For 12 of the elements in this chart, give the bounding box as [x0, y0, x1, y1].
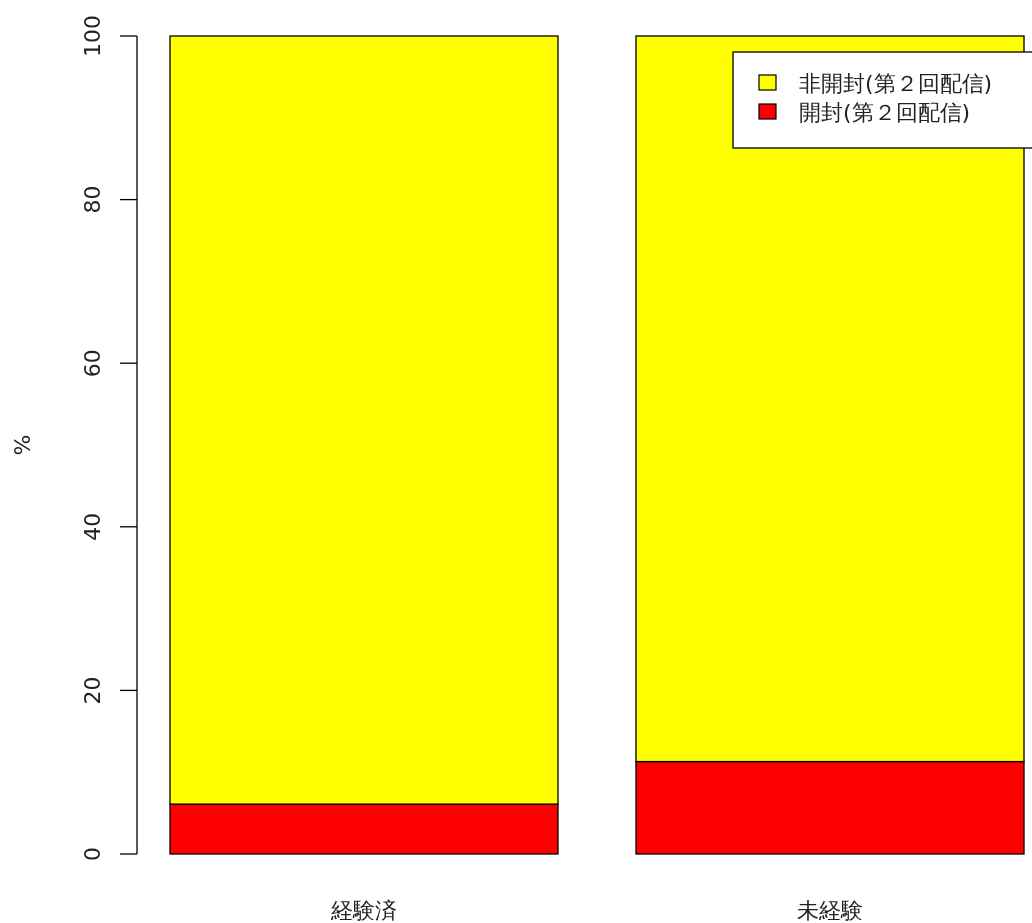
y-tick-label: 0: [80, 847, 105, 861]
y-tick-label: 40: [80, 512, 105, 541]
legend-label: 開封(第２回配信): [799, 100, 971, 125]
y-tick-label: 80: [80, 185, 105, 214]
axis-y: 0 20 40 60 80 100: [80, 15, 138, 861]
y-tick-label: 100: [80, 15, 105, 57]
x-tick-label: 経験済: [330, 898, 397, 923]
y-tick-label: 60: [80, 349, 105, 378]
y-axis-title: %: [10, 434, 35, 456]
legend-label: 非開封(第２回配信): [799, 71, 993, 96]
x-tick-label: 未経験: [797, 898, 863, 923]
y-tick-label: 20: [80, 676, 105, 705]
